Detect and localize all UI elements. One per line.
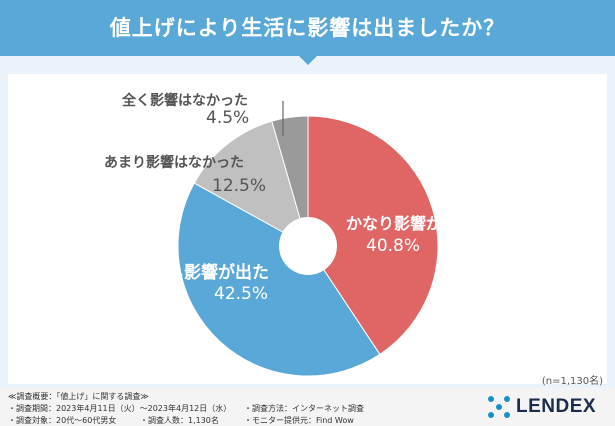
sample-size-note: (n=1,130名) [541, 376, 603, 387]
footer-period: ・調査期間：2023年4月11日（火）～2023年4月12日（水） [8, 404, 232, 413]
donut-hole [279, 217, 337, 275]
slice-value-significant: 40.8% [366, 236, 421, 256]
chart-title: 値上げにより生活に影響は出ましたか？ [109, 16, 506, 40]
survey-footer: ≪調査概要：「値上げ」に関する調査≫ ・調査期間：2023年4月11日（火）～2… [0, 388, 615, 426]
footer-count: ・調査人数：1,130名 [140, 416, 219, 425]
slice-label-little: あまり影響はなかった [104, 155, 244, 171]
slice-value-some: 42.5% [214, 284, 269, 304]
slice-value-little: 12.5% [212, 176, 267, 196]
title-banner: 値上げにより生活に影響は出ましたか？ [0, 0, 615, 56]
footer-method: ・調査方法：インターネット調査 [244, 404, 364, 413]
footer-target: ・調査対象：20代～60代男女 [8, 416, 117, 425]
brand-name: LENDEX [516, 396, 597, 417]
footer-provider: ・モニター提供元：Find Wow [244, 416, 354, 425]
slice-none [271, 115, 309, 247]
slice-value-none: 4.5% [206, 108, 250, 128]
slice-label-significant: かなり影響が出た [346, 214, 475, 233]
slice-little [193, 120, 309, 248]
slice-label-none: 全く影響はなかった [122, 93, 248, 109]
footer-heading: ≪調査概要：「値上げ」に関する調査≫ [8, 392, 149, 401]
brand-logo: LENDEX [486, 392, 610, 420]
slice-some [177, 182, 381, 377]
logo-mark-icon [488, 396, 510, 418]
slice-label-some: 少し影響が出た [150, 263, 269, 283]
banner-pointer [298, 55, 318, 65]
